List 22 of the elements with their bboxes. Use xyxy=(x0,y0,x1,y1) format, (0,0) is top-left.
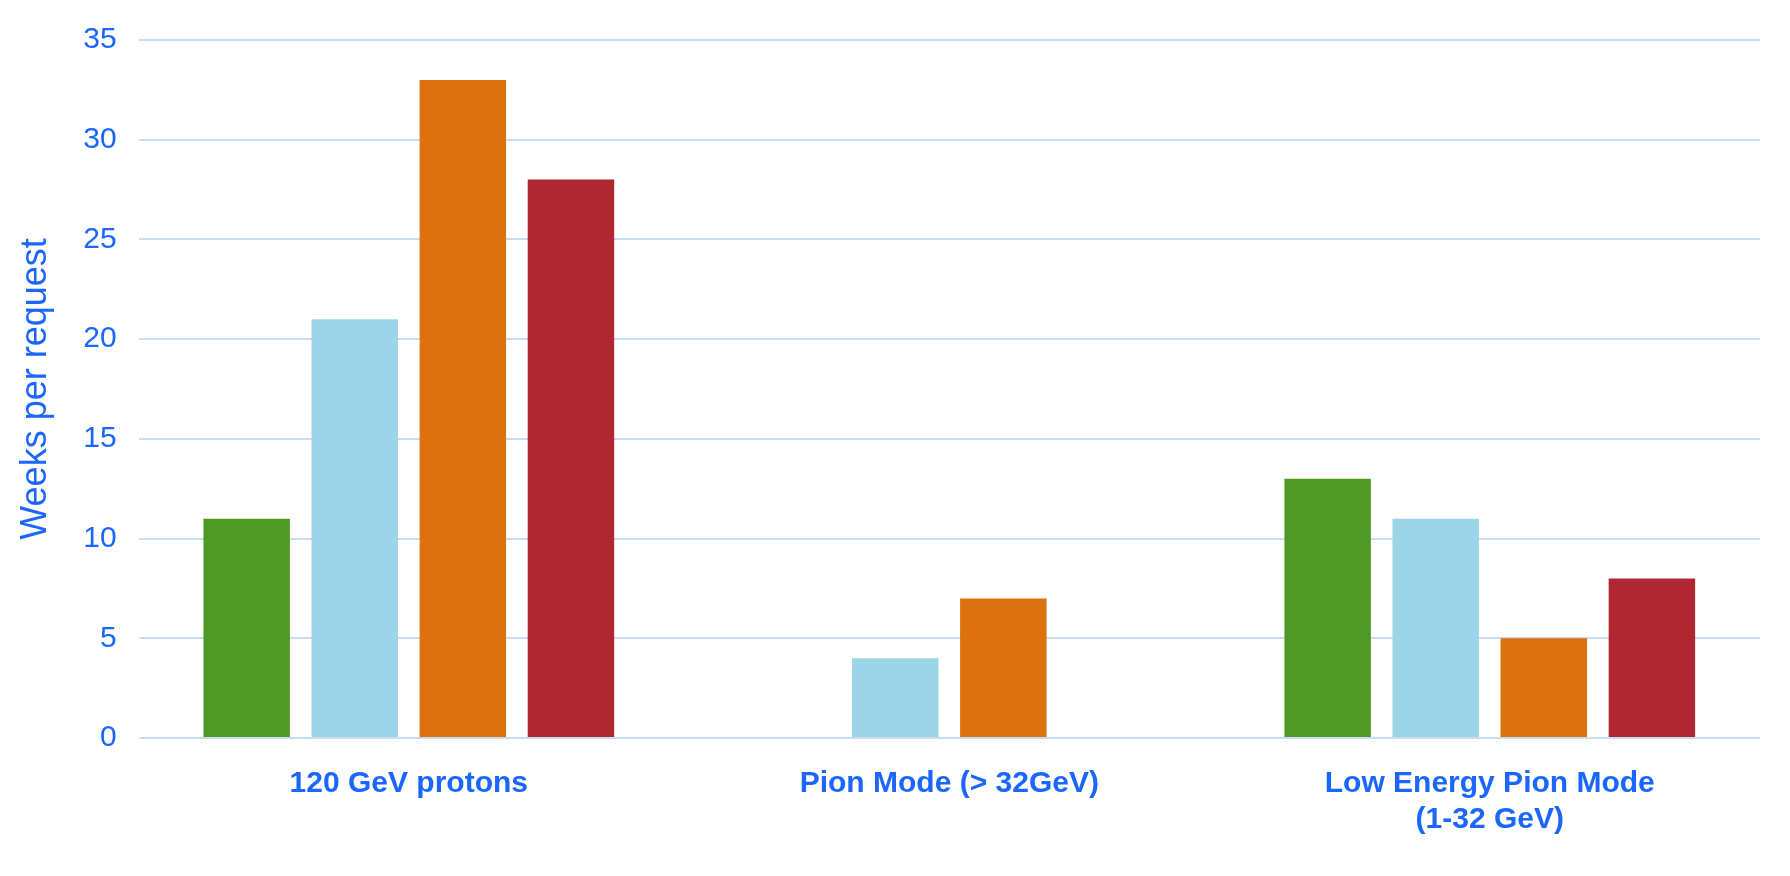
bar xyxy=(1284,478,1371,737)
bar xyxy=(203,518,290,737)
bar xyxy=(960,598,1047,737)
y-tick-label: 15 xyxy=(83,420,117,454)
bar xyxy=(527,179,615,737)
y-tick-label: 10 xyxy=(83,519,117,553)
y-tick-label: 5 xyxy=(99,619,117,653)
x-tick-label: 120 GeV protons xyxy=(289,765,529,799)
y-tick-label: 25 xyxy=(83,220,117,254)
y-tick-label: 35 xyxy=(83,21,117,55)
bar xyxy=(1392,518,1479,737)
x-tick-label: Pion Mode (> 32GeV) xyxy=(799,765,1099,799)
bar xyxy=(419,79,507,737)
y-axis-title: Weeks per request xyxy=(12,238,54,540)
y-tick-label: 0 xyxy=(99,719,117,753)
y-tick-label: 30 xyxy=(83,120,117,154)
bar xyxy=(311,319,398,737)
bar xyxy=(1608,578,1696,737)
x-tick-label: Low Energy Pion Mode (1-32 GeV) xyxy=(1324,765,1655,835)
bar xyxy=(1500,638,1588,737)
y-tick-label: 20 xyxy=(83,320,117,354)
bar xyxy=(852,658,939,737)
